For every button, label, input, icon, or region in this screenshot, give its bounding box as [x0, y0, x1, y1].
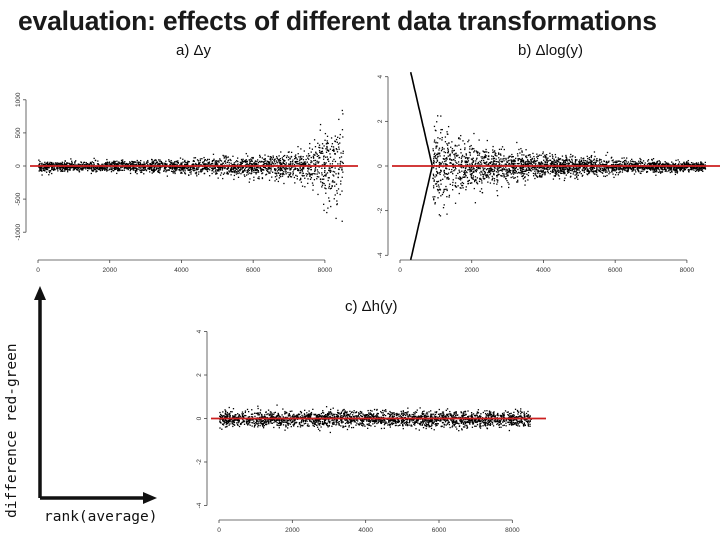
- panel-b-ytick-label: 2: [377, 119, 384, 123]
- panel-c-xtick-label: 2000: [285, 527, 300, 534]
- panel-b-ytick-label: -4: [377, 252, 384, 258]
- panel-b-ytick-label: -2: [377, 207, 384, 213]
- panel-b: -4 -2 0 2 4 0 2000 4000 6000 8000: [377, 72, 720, 274]
- panel-a-ytick-label: -1000: [15, 224, 22, 241]
- panel-a-xtick-label: 8000: [318, 267, 333, 274]
- panel-c-ytick-label: -2: [196, 459, 203, 465]
- annotation-x-arrow-icon: [143, 492, 157, 504]
- panel-c-ytick-label: 2: [196, 373, 203, 377]
- y-axis-label: difference red-green: [4, 343, 20, 518]
- slide-title: evaluation: effects of different data tr…: [18, 6, 657, 36]
- panel-a-xtick-label: 6000: [246, 267, 261, 274]
- panel-b-xtick-label: 8000: [680, 267, 695, 274]
- panel-b-xtick-label: 6000: [608, 267, 623, 274]
- panel-a-ytick-label: 0: [15, 164, 22, 168]
- panel-a-ytick-label: 1000: [15, 92, 22, 107]
- panel-b-title: b) Δlog(y): [518, 42, 584, 59]
- panel-b-ytick-label: 4: [377, 75, 384, 79]
- panel-a-xtick-label: 0: [36, 267, 40, 274]
- panel-c-title: c) Δh(y): [345, 298, 398, 315]
- annotation-axes: [34, 286, 157, 504]
- panel-a-ytick-label: -500: [15, 192, 22, 205]
- panel-a-xtick-label: 2000: [102, 267, 117, 274]
- panel-b-xtick-label: 4000: [536, 267, 551, 274]
- panel-c: -4 -2 0 2 4 0 2000 4000 6000 8000: [196, 329, 546, 534]
- x-axis-label: rank(average): [44, 509, 158, 525]
- panel-b-xtick-label: 2000: [464, 267, 479, 274]
- panel-c-ytick-label: 0: [196, 416, 203, 420]
- panel-c-xtick-label: 6000: [432, 527, 447, 534]
- panel-b-ytick-label: 0: [377, 164, 384, 168]
- annotation-y-arrow-icon: [34, 286, 46, 300]
- panel-b-xtick-label: 0: [398, 267, 402, 274]
- panel-c-ytick-label: 4: [196, 329, 203, 333]
- panel-a-title: a) Δy: [176, 42, 212, 59]
- panel-c-ytick-label: -4: [196, 502, 203, 508]
- panel-a: -1000 -500 0 500 1000 0 2000 4000 6000 8000: [15, 92, 358, 274]
- panel-c-xtick-label: 0: [217, 527, 221, 534]
- panel-c-xtick-label: 4000: [358, 527, 373, 534]
- panel-c-xtick-label: 8000: [505, 527, 520, 534]
- panel-a-xtick-label: 4000: [174, 267, 189, 274]
- panel-a-ytick-label: 500: [15, 127, 22, 138]
